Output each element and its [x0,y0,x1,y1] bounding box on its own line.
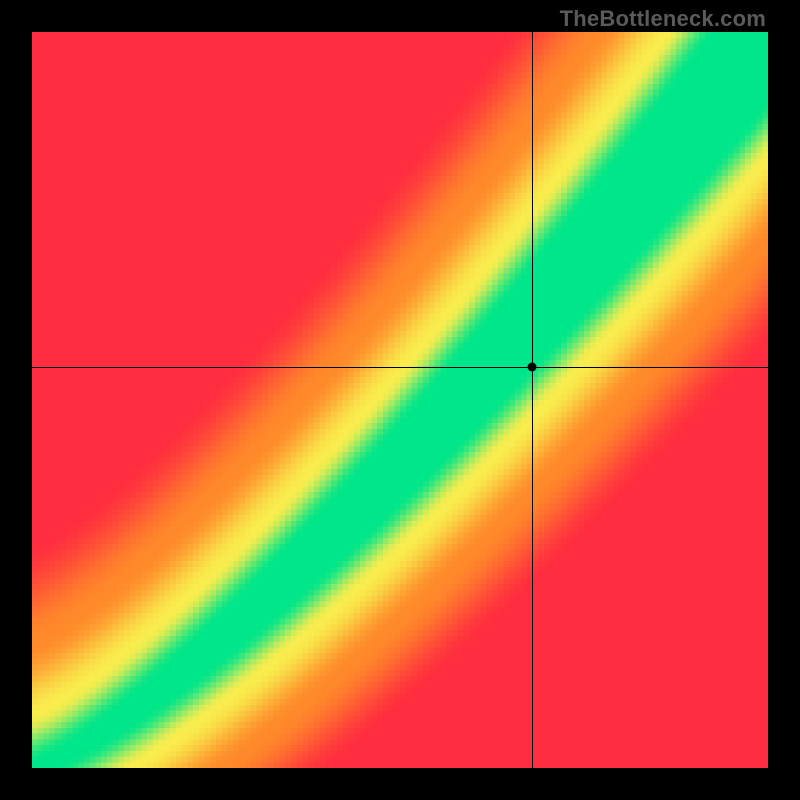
data-point-marker [528,362,537,371]
chart-container: TheBottleneck.com [0,0,800,800]
crosshair-vertical [532,32,533,768]
heatmap-canvas [32,32,768,768]
crosshair-horizontal [32,367,768,368]
watermark-text: TheBottleneck.com [560,6,766,32]
